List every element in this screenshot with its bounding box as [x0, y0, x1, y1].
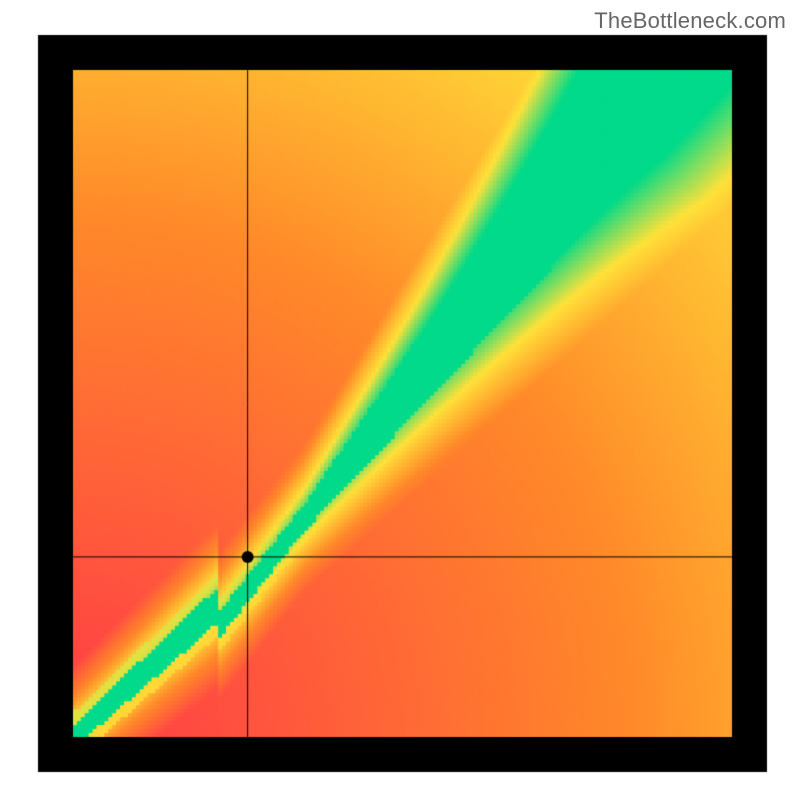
overlay-canvas	[0, 0, 800, 800]
chart-frame: TheBottleneck.com	[0, 0, 800, 800]
